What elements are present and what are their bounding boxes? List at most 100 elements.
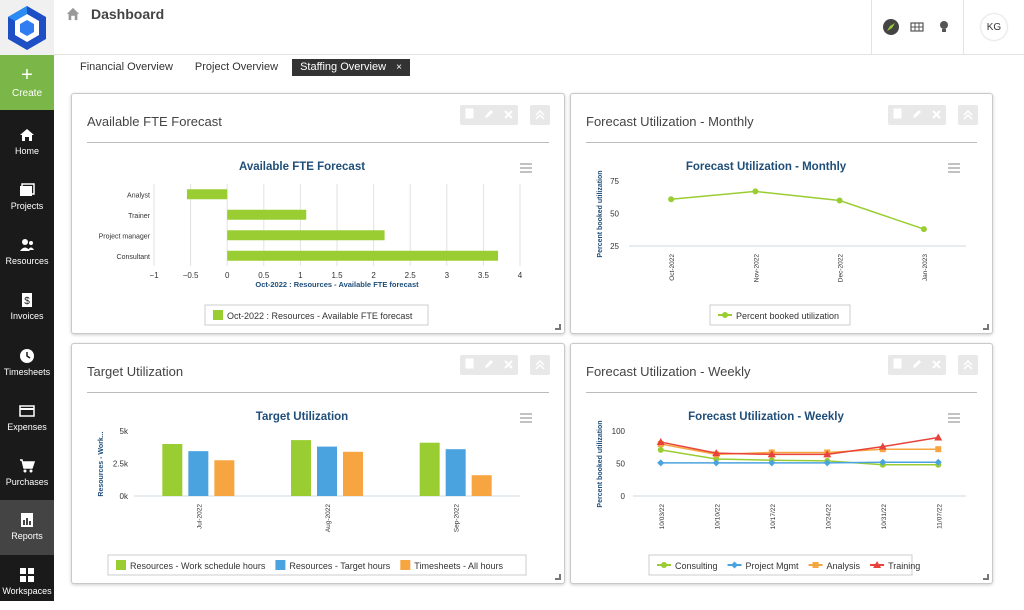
y-tick-label: 50 xyxy=(616,460,625,469)
series-line xyxy=(660,449,939,466)
panel-divider xyxy=(87,392,549,393)
bar xyxy=(419,442,440,496)
resize-handle[interactable] xyxy=(555,324,561,330)
sidebar-item-label: Invoices xyxy=(10,311,44,321)
x-tick-label: 2 xyxy=(371,271,376,280)
chevron-up-icon xyxy=(535,360,545,370)
legend-label: Percent booked utilization xyxy=(736,311,839,321)
avatar[interactable]: KG xyxy=(981,14,1007,40)
collapse-button[interactable] xyxy=(958,355,978,375)
home-icon[interactable] xyxy=(66,7,80,21)
resize-handle[interactable] xyxy=(983,324,989,330)
collapse-button[interactable] xyxy=(530,105,550,125)
close-icon[interactable]: × xyxy=(396,62,402,73)
create-button[interactable]: + Create xyxy=(0,55,54,110)
bar xyxy=(188,451,209,496)
legend-label: Training xyxy=(888,561,920,571)
legend-swatch xyxy=(400,560,411,570)
edit-icon[interactable] xyxy=(912,356,922,374)
sidebar-item-label: Workspaces xyxy=(2,586,52,596)
bar xyxy=(317,446,337,496)
grid-icon[interactable] xyxy=(909,19,925,35)
chart-legend xyxy=(107,554,527,576)
sidebar-item-purchases[interactable]: Purchases xyxy=(0,446,54,501)
y-tick-label: 2.5k xyxy=(113,460,129,469)
close-icon[interactable] xyxy=(932,356,941,374)
legend-label: Resources - Work schedule hours xyxy=(130,561,266,571)
page-title: Dashboard xyxy=(91,6,165,22)
header-actions: KG xyxy=(871,0,1024,54)
legend-swatch xyxy=(275,560,286,570)
tab-project-overview[interactable]: Project Overview xyxy=(194,61,279,73)
tab-staffing-overview[interactable]: Staffing Overview × xyxy=(292,59,410,76)
x-tick-label: Oct-2022 xyxy=(669,254,676,281)
document-icon[interactable] xyxy=(465,356,474,374)
bar xyxy=(162,444,183,496)
series-line xyxy=(660,436,939,456)
data-point xyxy=(712,449,721,457)
data-point xyxy=(879,458,887,466)
bar xyxy=(227,209,307,220)
y-tick-label: 0 xyxy=(621,492,626,501)
y-axis-label: Percent booked utilization xyxy=(597,420,604,507)
data-point xyxy=(768,459,776,467)
legend-label: Timesheets - All hours xyxy=(414,561,503,571)
legend-swatch xyxy=(213,310,223,320)
app-logo[interactable] xyxy=(0,0,54,55)
sidebar-item-timesheets[interactable]: Timesheets xyxy=(0,336,54,391)
data-point xyxy=(656,438,665,446)
y-tick-label: Trainer xyxy=(128,213,151,220)
tab-label: Staffing Overview xyxy=(300,61,387,73)
bar xyxy=(214,460,235,496)
top-bar: Dashboard KG xyxy=(54,0,1024,55)
data-point xyxy=(873,561,882,568)
lightbulb-icon[interactable] xyxy=(936,19,952,35)
sidebar-item-resources[interactable]: Resources xyxy=(0,225,54,280)
sidebar-item-label: Home xyxy=(14,146,39,156)
collapse-button[interactable] xyxy=(530,355,550,375)
x-tick-label: Nov-2022 xyxy=(753,254,760,283)
sidebar-item-reports[interactable]: Reports xyxy=(0,500,54,555)
document-icon[interactable] xyxy=(893,356,902,374)
collapse-button[interactable] xyxy=(958,105,978,125)
expenses-icon xyxy=(19,405,35,417)
document-icon[interactable] xyxy=(893,106,902,124)
y-tick-label: 50 xyxy=(610,210,619,219)
document-icon[interactable] xyxy=(465,106,474,124)
tab-financial-overview[interactable]: Financial Overview xyxy=(80,61,173,73)
legend-label: Oct-2022 : Resources - Available FTE for… xyxy=(227,311,413,321)
sidebar-item-expenses[interactable]: Expenses xyxy=(0,391,54,446)
chart-title: Available FTE Forecast xyxy=(239,161,365,173)
sidebar-item-workspaces[interactable]: Workspaces xyxy=(0,555,54,610)
sidebar-item-label: Reports xyxy=(11,531,43,541)
y-tick-label: 0k xyxy=(120,492,129,501)
user-menu[interactable]: KG xyxy=(963,0,1024,54)
sidebar-item-label: Expenses xyxy=(7,422,47,432)
data-point xyxy=(767,450,776,458)
chevron-up-icon xyxy=(963,110,973,120)
sidebar-item-invoices[interactable]: $ Invoices xyxy=(0,280,54,335)
edit-icon[interactable] xyxy=(484,106,494,124)
close-icon[interactable] xyxy=(932,106,941,124)
data-point xyxy=(668,196,675,203)
y-tick-label: Consultant xyxy=(117,254,151,261)
data-point xyxy=(722,312,728,318)
monthly-utilization-chart: Forecast Utilization - Monthly 75 50 25 Perc… xyxy=(597,161,966,326)
resize-handle[interactable] xyxy=(555,574,561,580)
edit-icon[interactable] xyxy=(484,356,494,374)
y-tick-label: 25 xyxy=(610,242,619,251)
sidebar-item-projects[interactable]: Projects xyxy=(0,170,54,225)
close-icon[interactable] xyxy=(504,356,513,374)
data-point xyxy=(657,459,665,467)
resize-handle[interactable] xyxy=(983,574,989,580)
edit-icon[interactable] xyxy=(912,106,922,124)
x-tick-label: 10/03/22 xyxy=(659,504,666,530)
data-point xyxy=(836,197,843,204)
panel-actions xyxy=(460,105,518,125)
close-icon[interactable] xyxy=(504,106,513,124)
rocket-icon[interactable] xyxy=(883,19,900,35)
sidebar-item-home[interactable]: Home xyxy=(0,115,54,170)
chart-legend xyxy=(709,304,851,326)
y-tick-label: Analyst xyxy=(127,192,150,199)
bar xyxy=(471,475,492,496)
